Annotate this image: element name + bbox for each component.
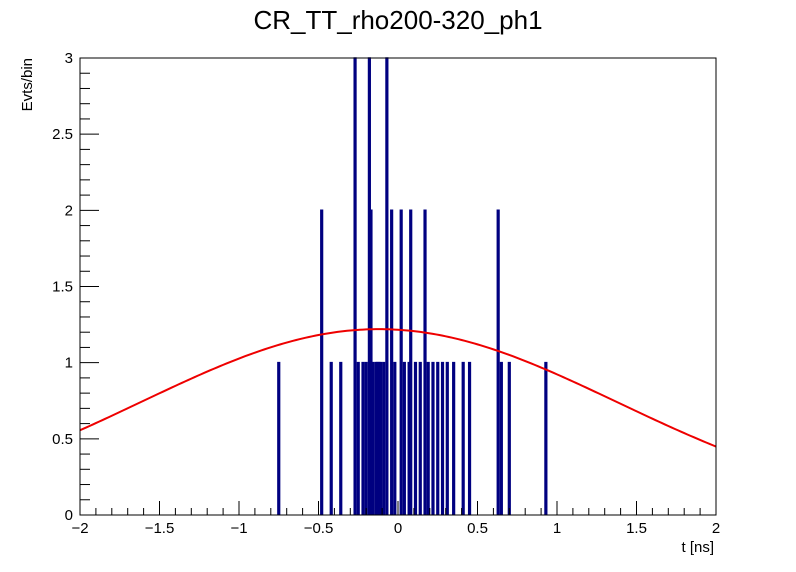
histogram-bin <box>544 361 548 515</box>
histogram-bin <box>320 209 324 515</box>
y-tick-label: 1 <box>65 355 73 372</box>
x-tick-label: 1.5 <box>626 520 647 537</box>
x-tick-label: 0 <box>394 520 402 537</box>
fit-curve <box>79 328 717 448</box>
histogram-bin <box>393 361 397 515</box>
histogram-bin <box>353 57 357 515</box>
y-axis-ticks: 0 0.5 1 1.5 2 2.5 3 <box>52 50 99 524</box>
histogram-bin <box>426 361 430 515</box>
histogram-bin <box>385 57 389 515</box>
histogram-bin <box>440 361 445 515</box>
histogram-bin <box>329 361 333 515</box>
histogram-bin <box>431 361 435 515</box>
x-tick-label: −2 <box>71 520 88 537</box>
histogram-bin <box>418 361 422 515</box>
histogram-bin <box>370 361 375 515</box>
histogram-bin <box>364 361 368 515</box>
x-axis-ticks: −2 −1.5 −1 −0.5 0 0.5 1 1.5 2 <box>71 501 720 537</box>
histogram-bin <box>436 361 440 515</box>
y-tick-label: 2 <box>65 202 73 219</box>
y-tick-label: 0.5 <box>52 431 73 448</box>
histogram-bin <box>390 209 394 515</box>
y-tick-label: 3 <box>65 50 73 67</box>
histogram-bin <box>409 209 413 515</box>
x-tick-label: −0.5 <box>304 520 334 537</box>
chart-title: CR_TT_rho200-320_ph1 <box>253 5 542 35</box>
histogram-bin <box>277 361 281 515</box>
histogram-bin <box>356 361 360 515</box>
histogram-bin <box>496 209 500 515</box>
y-tick-label: 2.5 <box>52 126 73 143</box>
histogram-bin <box>507 361 511 515</box>
histogram-bin <box>413 361 418 515</box>
x-tick-label: −1 <box>230 520 247 537</box>
x-tick-label: 0.5 <box>467 520 488 537</box>
histogram-bars <box>277 57 548 515</box>
y-tick-label: 0 <box>65 507 73 524</box>
histogram-bin <box>445 361 449 515</box>
histogram-bin <box>382 361 386 515</box>
histogram-bin <box>339 361 343 515</box>
x-tick-label: 1 <box>553 520 561 537</box>
x-tick-label: 2 <box>712 520 720 537</box>
histogram-bin <box>361 361 365 515</box>
histogram-bin <box>461 361 465 515</box>
histogram-bin <box>452 361 456 515</box>
histogram-bin <box>378 361 383 515</box>
histogram-bin <box>402 361 406 515</box>
x-tick-label: −1.5 <box>145 520 175 537</box>
histogram-bin <box>467 361 472 515</box>
x-axis-label: t [ns] <box>681 539 714 556</box>
y-tick-label: 1.5 <box>52 279 73 296</box>
y-axis-label: Evts/bin <box>19 58 36 111</box>
histogram-bin <box>423 209 427 515</box>
histogram-bin <box>399 209 403 515</box>
histogram-bin <box>499 361 503 515</box>
